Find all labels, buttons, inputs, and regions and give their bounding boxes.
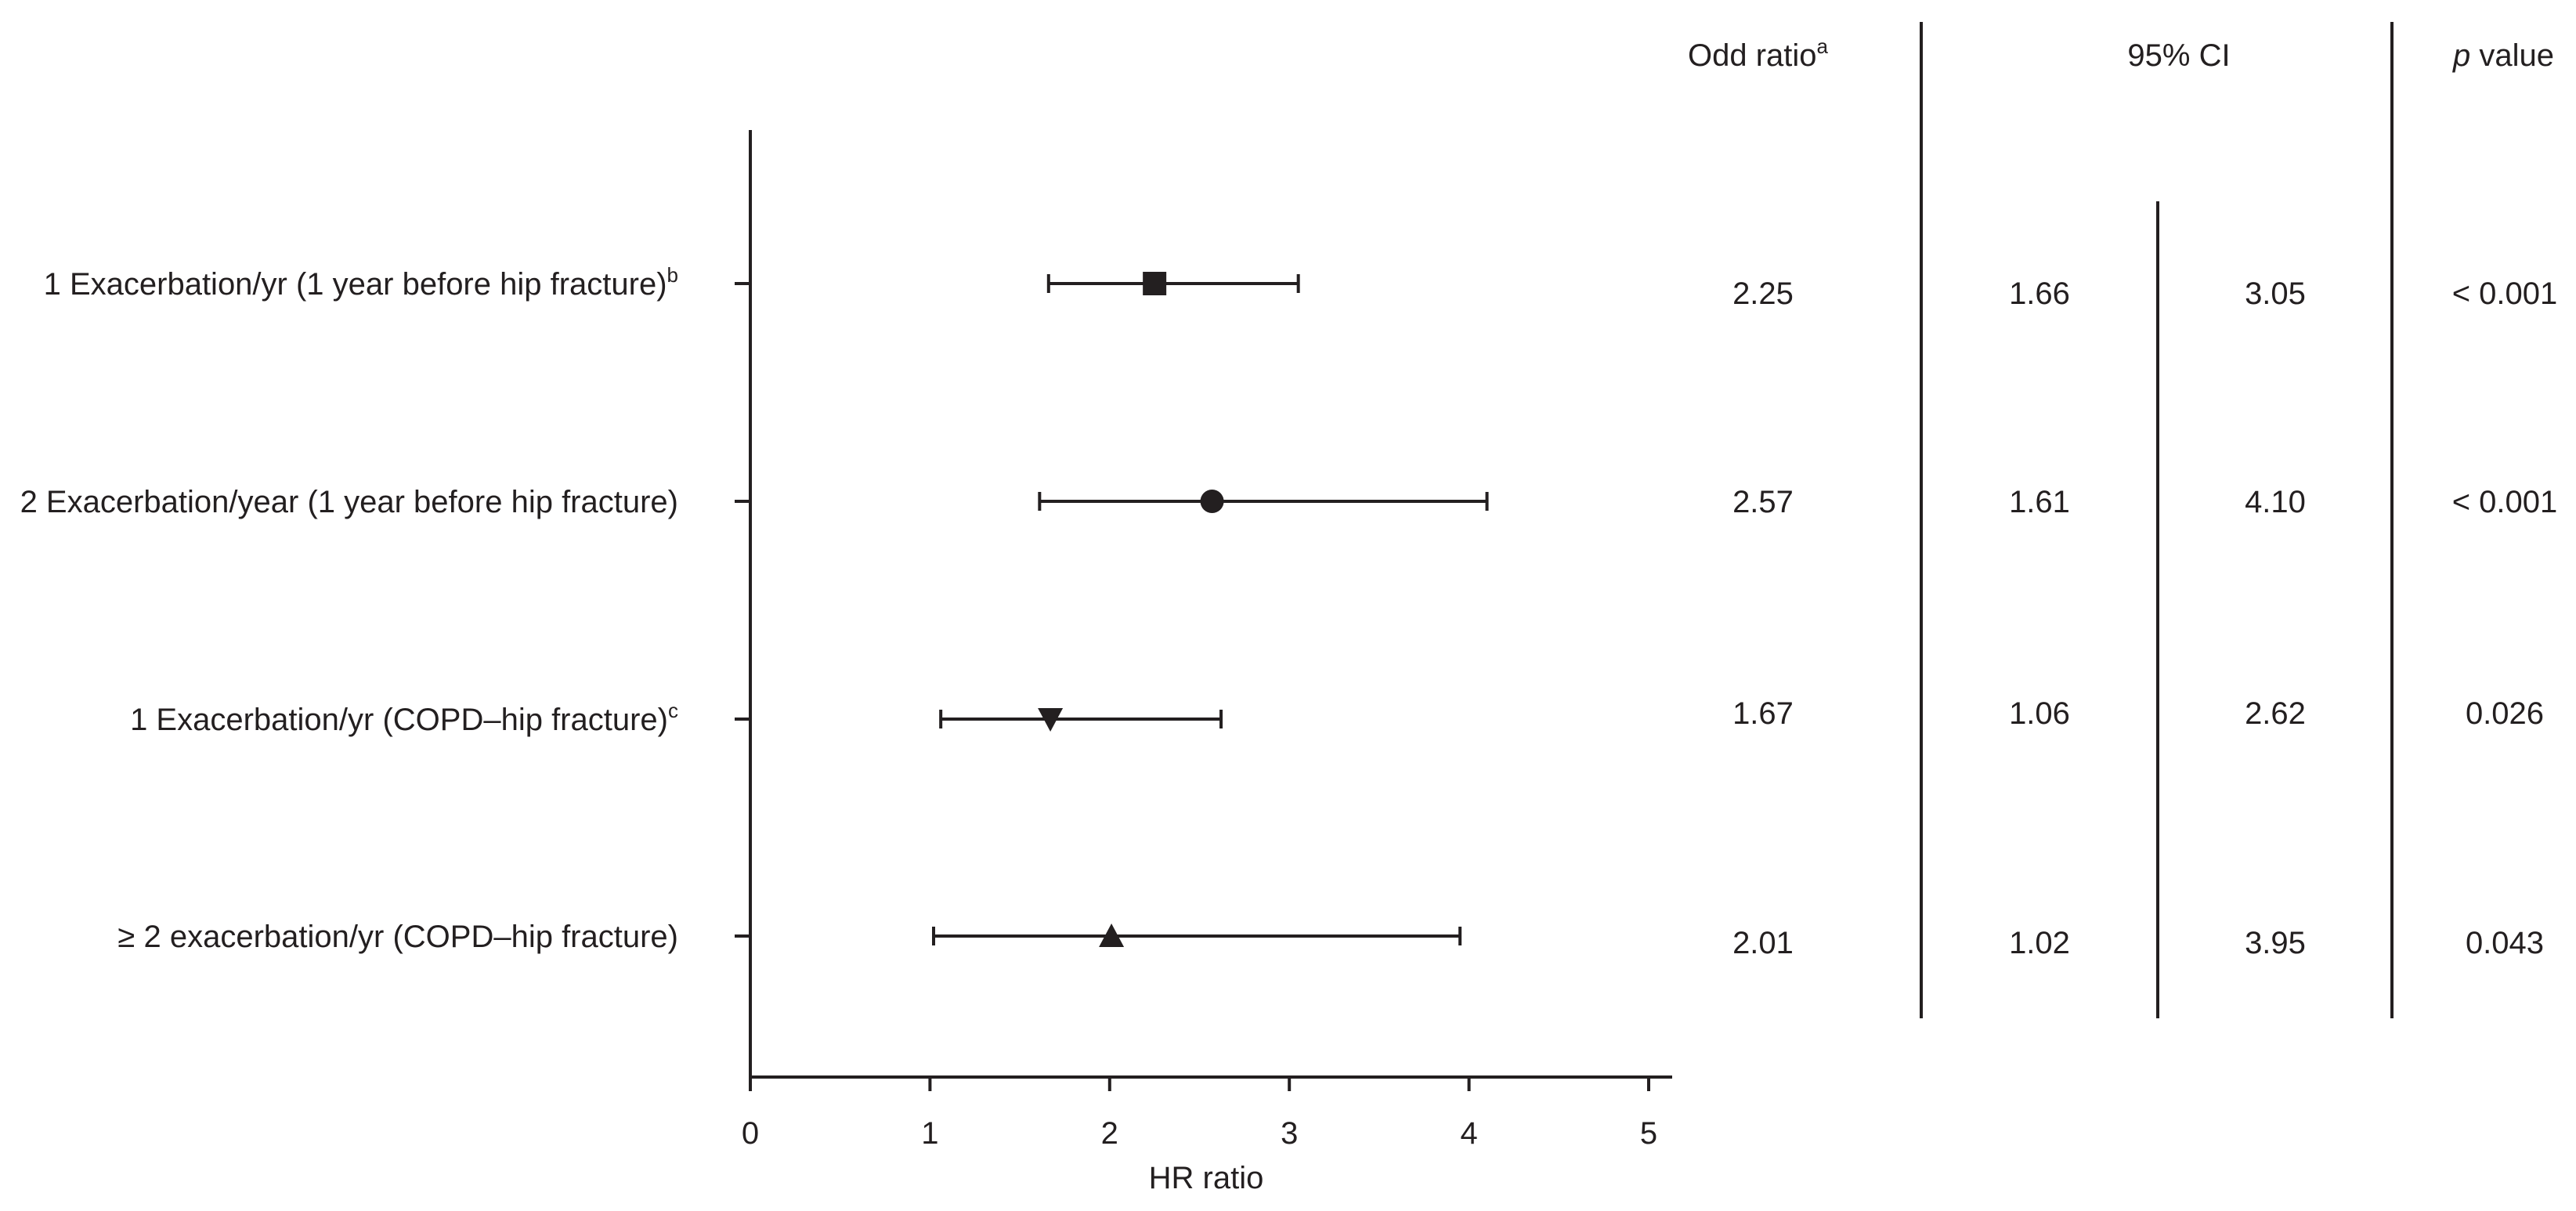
odds-ratio-header: Odd ratioa — [1688, 34, 1829, 73]
row-label-text-3: ≥ 2 exacerbation/yr (COPD–hip fracture) — [117, 920, 678, 954]
x-tick-label-3: 3 — [1281, 1116, 1298, 1151]
p-value-2: 0.026 — [2466, 696, 2544, 731]
estimate-marker-square-0 — [1143, 272, 1167, 295]
table-values: 2.25 1.66 3.05 < 0.001 2.57 1.61 4.10 < 0.001 1.… — [1732, 277, 2557, 960]
estimate-markers — [1038, 272, 1224, 947]
row-labels: 1 Exacerbation/yr (1 year before hip fra… — [20, 263, 678, 954]
row-label-sup-0: b — [667, 263, 678, 287]
odds-ratio-value-2: 1.67 — [1732, 696, 1794, 731]
x-tick-label-1: 1 — [921, 1116, 938, 1151]
x-tick-label-0: 0 — [742, 1116, 759, 1151]
p-value-header-rest: value — [2470, 38, 2554, 73]
row-label-text-2: 1 Exacerbation/yr (COPD–hip fracture) — [130, 703, 668, 737]
ci-low-value-0: 1.66 — [2009, 277, 2070, 311]
ci-high-value-2: 2.62 — [2245, 696, 2306, 731]
row-label-0: 1 Exacerbation/yr (1 year before hip fra… — [44, 263, 678, 302]
ci-high-value-1: 4.10 — [2245, 485, 2306, 519]
row-label-text-1: 2 Exacerbation/year (1 year before hip f… — [20, 485, 678, 519]
p-value-1: < 0.001 — [2452, 485, 2558, 519]
odds-ratio-value-3: 2.01 — [1732, 926, 1794, 960]
ci-high-value-3: 3.95 — [2245, 926, 2306, 960]
table-dividers — [1920, 22, 2394, 1018]
row-label-2: 1 Exacerbation/yr (COPD–hip fracture)c — [130, 699, 678, 737]
x-axis-ticks: 0 1 2 3 4 5 — [742, 1077, 1657, 1151]
estimate-marker-triangle-up-3 — [1099, 924, 1125, 947]
estimate-marker-triangle-down-2 — [1038, 708, 1064, 732]
row-label-text-0: 1 Exacerbation/yr (1 year before hip fra… — [44, 267, 667, 302]
x-tick-label-5: 5 — [1640, 1116, 1657, 1151]
odds-ratio-header-text: Odd ratio — [1688, 38, 1817, 73]
odds-ratio-value-1: 2.57 — [1732, 485, 1794, 519]
y-axis-ticks — [735, 282, 750, 938]
ci-low-value-1: 1.61 — [2009, 485, 2070, 519]
ci-bars — [931, 274, 1489, 945]
x-tick-label-4: 4 — [1460, 1116, 1477, 1151]
ci-header: 95% CI — [2127, 38, 2230, 73]
table-headers: Odd ratioa 95% CI p value — [1688, 34, 2554, 73]
x-tick-label-2: 2 — [1101, 1116, 1118, 1151]
p-value-3: 0.043 — [2466, 926, 2544, 960]
row-label-sup-2: c — [668, 699, 678, 722]
p-value-header: p value — [2452, 38, 2554, 73]
ci-low-value-2: 1.06 — [2009, 696, 2070, 731]
estimate-marker-circle-1 — [1200, 490, 1224, 513]
row-label-1: 2 Exacerbation/year (1 year before hip f… — [20, 485, 678, 519]
odds-ratio-header-sup: a — [1817, 34, 1829, 58]
row-label-3: ≥ 2 exacerbation/yr (COPD–hip fracture) — [117, 920, 678, 954]
odds-ratio-value-0: 2.25 — [1732, 277, 1794, 311]
ci-low-value-3: 1.02 — [2009, 926, 2070, 960]
x-axis-label: HR ratio — [1149, 1161, 1264, 1195]
p-value-header-italic: p — [2452, 38, 2470, 73]
p-value-0: < 0.001 — [2452, 277, 2558, 311]
ci-high-value-0: 3.05 — [2245, 277, 2306, 311]
